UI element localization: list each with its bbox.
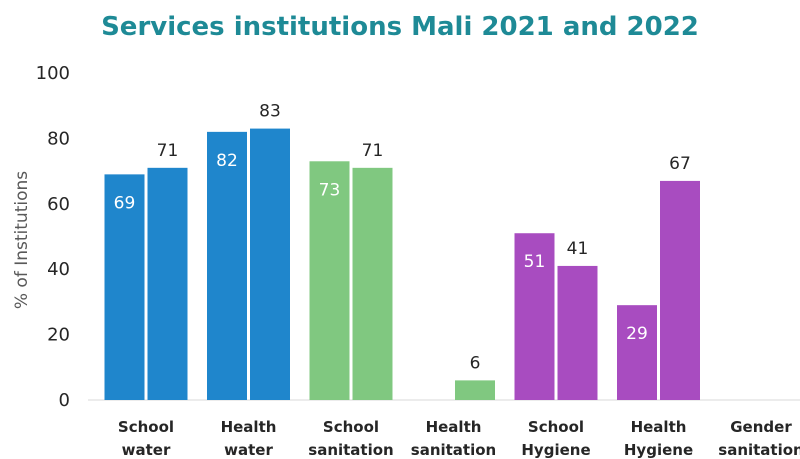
y-tick-label: 80	[47, 128, 70, 149]
y-tick-label: 0	[59, 390, 70, 411]
data-label: 71	[362, 141, 384, 161]
data-label: 71	[157, 141, 179, 161]
bar	[147, 167, 188, 400]
x-tick-label: sanitation	[718, 441, 800, 459]
y-tick-label: 40	[47, 259, 70, 280]
x-tick-label: School	[323, 418, 379, 436]
data-label: 73	[319, 180, 341, 200]
data-label: 69	[114, 193, 136, 213]
bar	[557, 265, 598, 400]
bar	[617, 305, 657, 400]
bar	[514, 233, 555, 400]
x-tick-label: School	[528, 418, 584, 436]
data-label: 29	[626, 324, 648, 344]
data-label: 41	[567, 239, 589, 259]
x-tick-label: Health	[631, 418, 687, 436]
y-axis: 0 20 40 60 80 100	[36, 63, 70, 411]
x-tick-label: Hygiene	[624, 441, 693, 459]
data-label: 67	[669, 154, 691, 174]
x-tick-label: Hygiene	[521, 441, 590, 459]
y-tick-label: 100	[36, 63, 70, 84]
x-tick-label: School	[118, 418, 174, 436]
data-label: 51	[524, 252, 546, 272]
data-label: 83	[259, 102, 281, 122]
x-tick-label: sanitation	[411, 441, 496, 459]
chart-title: Services institutions Mali 2021 and 2022	[101, 12, 699, 42]
bar	[250, 128, 290, 400]
x-tick-label: Health	[426, 418, 482, 436]
y-axis-label: % of Institutions	[12, 171, 32, 309]
y-tick-label: 20	[47, 325, 70, 346]
x-tick-label: water	[122, 441, 171, 459]
bars: 69 71 82 83 73 71 6 51 41 29 67	[104, 102, 700, 401]
x-tick-label: sanitation	[308, 441, 393, 459]
bar	[104, 174, 145, 400]
bar	[309, 161, 350, 400]
bar	[352, 167, 393, 400]
data-label: 82	[216, 151, 238, 171]
bar	[455, 380, 495, 400]
x-tick-label: water	[224, 441, 273, 459]
bar	[207, 131, 247, 401]
x-tick-label: Health	[221, 418, 277, 436]
x-tick-label: Gender	[730, 418, 792, 436]
y-tick-label: 60	[47, 194, 70, 215]
category-labels: School water Health water School sanitation He…	[118, 418, 800, 459]
bar	[660, 180, 700, 400]
data-label: 6	[470, 353, 481, 373]
